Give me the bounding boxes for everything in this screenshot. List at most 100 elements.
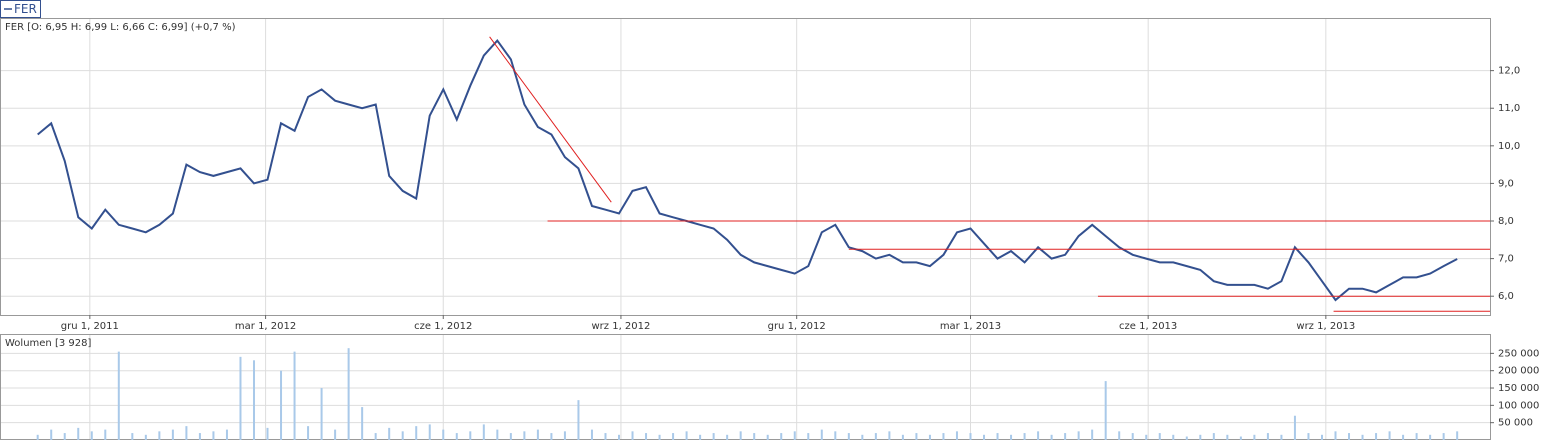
y-tick-label: 12,0 — [1498, 66, 1520, 77]
volume-bar — [509, 433, 512, 440]
volume-bar — [699, 434, 702, 440]
volume-bar — [766, 434, 769, 440]
volume-bar — [1320, 434, 1323, 440]
volume-bar — [1037, 431, 1040, 440]
volume-bar — [1131, 433, 1134, 440]
volume-bar — [1064, 433, 1067, 440]
volume-bar — [50, 429, 53, 440]
volume-bar — [1334, 431, 1337, 440]
price-title: FER [O: 6,95 H: 6,99 L: 6,66 C: 6,99] (+… — [5, 22, 236, 33]
trend-line — [489, 36, 612, 203]
y-tick-label: 7,0 — [1498, 254, 1514, 265]
legend-box — [0, 0, 41, 18]
volume-bar — [334, 429, 337, 440]
volume-bar — [1199, 434, 1202, 440]
volume-bar — [1118, 431, 1121, 440]
volume-title: Wolumen [3 928] — [5, 338, 91, 349]
volume-bar — [1266, 433, 1269, 440]
volume-bar — [63, 433, 66, 440]
volume-bar — [1375, 433, 1378, 440]
volume-bar — [1361, 434, 1364, 440]
volume-bar — [361, 407, 364, 440]
volume-bar — [239, 356, 242, 440]
y-tick-label: 200 000 — [1498, 366, 1539, 377]
volume-bar — [739, 431, 742, 440]
volume-bar — [212, 431, 215, 440]
volume-bar — [77, 427, 80, 440]
y-tick-label: 8,0 — [1498, 216, 1514, 227]
volume-bar — [955, 431, 958, 440]
volume-bar — [415, 426, 418, 440]
volume-bar — [104, 429, 107, 440]
volume-bar — [604, 433, 607, 440]
volume-bar — [969, 433, 972, 440]
volume-bar — [158, 431, 161, 440]
price-panel — [0, 18, 1491, 316]
x-tick-label: wrz 1, 2013 — [1296, 321, 1355, 332]
volume-bar — [1429, 434, 1432, 440]
volume-bar — [307, 426, 310, 440]
volume-bar — [1293, 415, 1296, 440]
volume-bar — [496, 429, 499, 440]
volume-bar — [1239, 436, 1242, 440]
y-tick-label: 150 000 — [1498, 383, 1539, 394]
volume-bar — [793, 431, 796, 440]
y-tick-label: 6,0 — [1498, 291, 1514, 302]
y-tick-label: 11,0 — [1498, 103, 1520, 114]
volume-bar — [171, 429, 174, 440]
x-tick-label: cze 1, 2013 — [1119, 321, 1177, 332]
price-line — [37, 39, 1458, 302]
volume-bar — [618, 434, 621, 440]
volume-bar — [1253, 434, 1256, 440]
volume-bar — [888, 431, 891, 440]
volume-bar — [131, 433, 134, 440]
y-tick-label: 100 000 — [1498, 400, 1539, 411]
volume-bar — [658, 434, 661, 440]
y-tick-label: 9,0 — [1498, 178, 1514, 189]
volume-bar — [1010, 434, 1013, 440]
y-tick-label: 10,0 — [1498, 141, 1520, 152]
volume-bar — [252, 360, 255, 440]
volume-bar — [996, 433, 999, 440]
volume-bar — [266, 427, 269, 440]
volume-bar — [293, 351, 296, 440]
volume-bar — [482, 424, 485, 440]
volume-bar — [874, 433, 877, 440]
volume-bar — [807, 433, 810, 440]
legend-label: FER — [14, 2, 37, 16]
x-tick-label: gru 1, 2011 — [61, 321, 119, 332]
volume-bar — [563, 431, 566, 440]
volume-bar — [1415, 433, 1418, 440]
volume-bar — [1402, 434, 1405, 440]
volume-bar — [36, 434, 39, 440]
volume-bar — [198, 433, 201, 440]
volume-bar — [1456, 431, 1459, 440]
volume-panel — [0, 334, 1491, 440]
x-tick-label: mar 1, 2012 — [235, 321, 296, 332]
x-tick-label: wrz 1, 2012 — [591, 321, 650, 332]
volume-bar — [780, 433, 783, 440]
volume-bar — [90, 431, 93, 440]
volume-bar — [1388, 431, 1391, 440]
volume-bar — [1077, 431, 1080, 440]
volume-bar — [1307, 433, 1310, 440]
volume-bar — [834, 431, 837, 440]
volume-bar — [983, 434, 986, 440]
volume-bar — [185, 426, 188, 440]
volume-bar — [1145, 434, 1148, 440]
x-tick-label: gru 1, 2012 — [768, 321, 826, 332]
volume-bar — [523, 431, 526, 440]
volume-bar — [928, 434, 931, 440]
volume-bar — [1280, 434, 1283, 440]
volume-bar — [672, 433, 675, 440]
y-tick-label: 250 000 — [1498, 348, 1539, 359]
volume-bar — [712, 433, 715, 440]
volume-bar — [915, 433, 918, 440]
volume-bar — [401, 431, 404, 440]
volume-bar — [942, 433, 945, 440]
volume-bar — [901, 434, 904, 440]
volume-bar — [1023, 433, 1026, 440]
volume-bar — [1050, 434, 1053, 440]
